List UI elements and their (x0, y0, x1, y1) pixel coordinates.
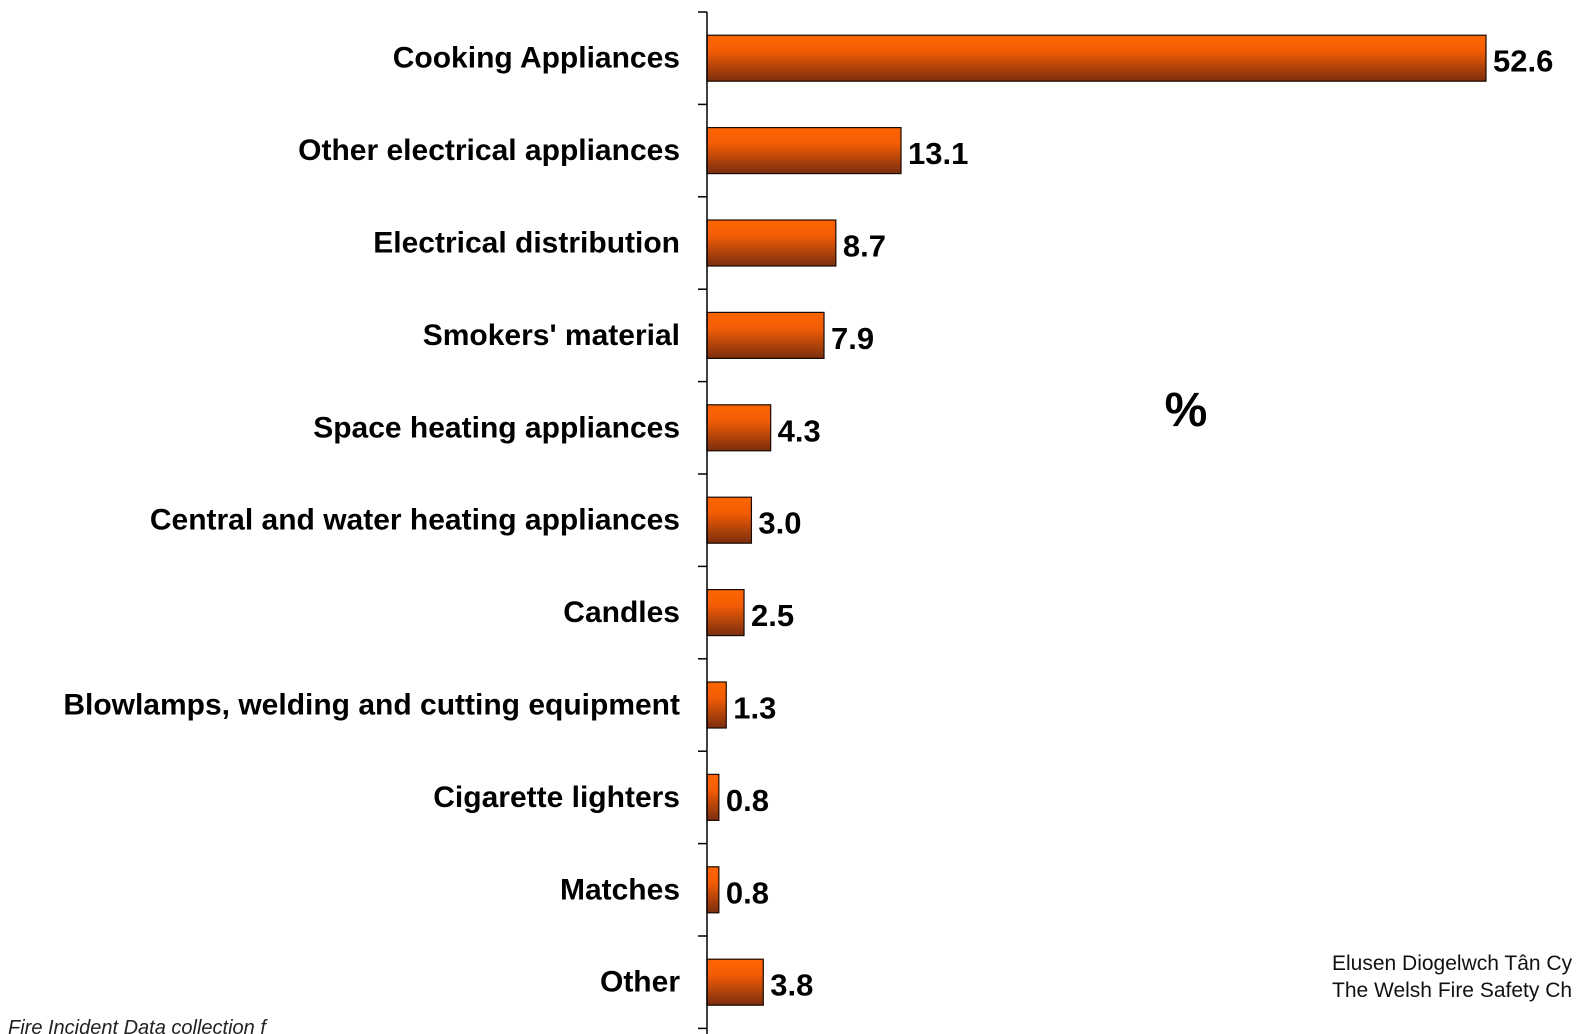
category-label: Candles (563, 596, 680, 629)
category-label: Blowlamps, welding and cutting equipment (63, 689, 680, 722)
data-label: 4.3 (778, 413, 821, 448)
data-label: 7.9 (831, 321, 874, 356)
data-label: 13.1 (908, 136, 968, 171)
data-label: 0.8 (726, 783, 769, 818)
bar (706, 958, 764, 1006)
bar (706, 773, 720, 822)
data-label: 1.3 (733, 691, 776, 726)
data-label: 52.6 (1493, 44, 1553, 79)
data-label: 2.5 (751, 598, 794, 633)
category-label: Smokers' material (423, 319, 680, 352)
bar (706, 588, 745, 637)
category-axis: Cooking Appliances Other electrical appli… (63, 11, 708, 1034)
category-label: Cigarette lighters (433, 781, 680, 814)
bar (706, 311, 825, 359)
category-label: Matches (560, 873, 680, 906)
footer-line-1: Elusen Diogelwch Tân Cy (1332, 952, 1573, 975)
data-label: 0.8 (726, 875, 769, 910)
bar (706, 681, 727, 729)
bar (706, 404, 772, 452)
bar (706, 496, 753, 544)
category-label: Central and water heating appliances (150, 504, 680, 537)
footer-line-2: The Welsh Fire Safety Ch (1332, 979, 1572, 1002)
category-label: Space heating appliances (313, 411, 680, 444)
data-label: 8.7 (843, 229, 886, 264)
data-label: 3.0 (758, 506, 801, 541)
category-label: Cooking Appliances (393, 42, 680, 75)
unit-label: % (1165, 384, 1208, 437)
data-label: 3.8 (770, 968, 813, 1003)
source-note: Fire Incident Data collection f (8, 1017, 268, 1034)
bar (706, 219, 837, 267)
category-label: Electrical distribution (373, 227, 680, 260)
bar (706, 126, 902, 175)
category-label: Other electrical appliances (298, 134, 680, 167)
bar (706, 34, 1487, 82)
bars-layer: 52.6 13.1 8.7 7.9 4.3 3.0 2.5 1.3 0.8 0.8 3.8 (706, 34, 1553, 1006)
category-label: Other (600, 966, 680, 999)
bar (706, 866, 720, 914)
